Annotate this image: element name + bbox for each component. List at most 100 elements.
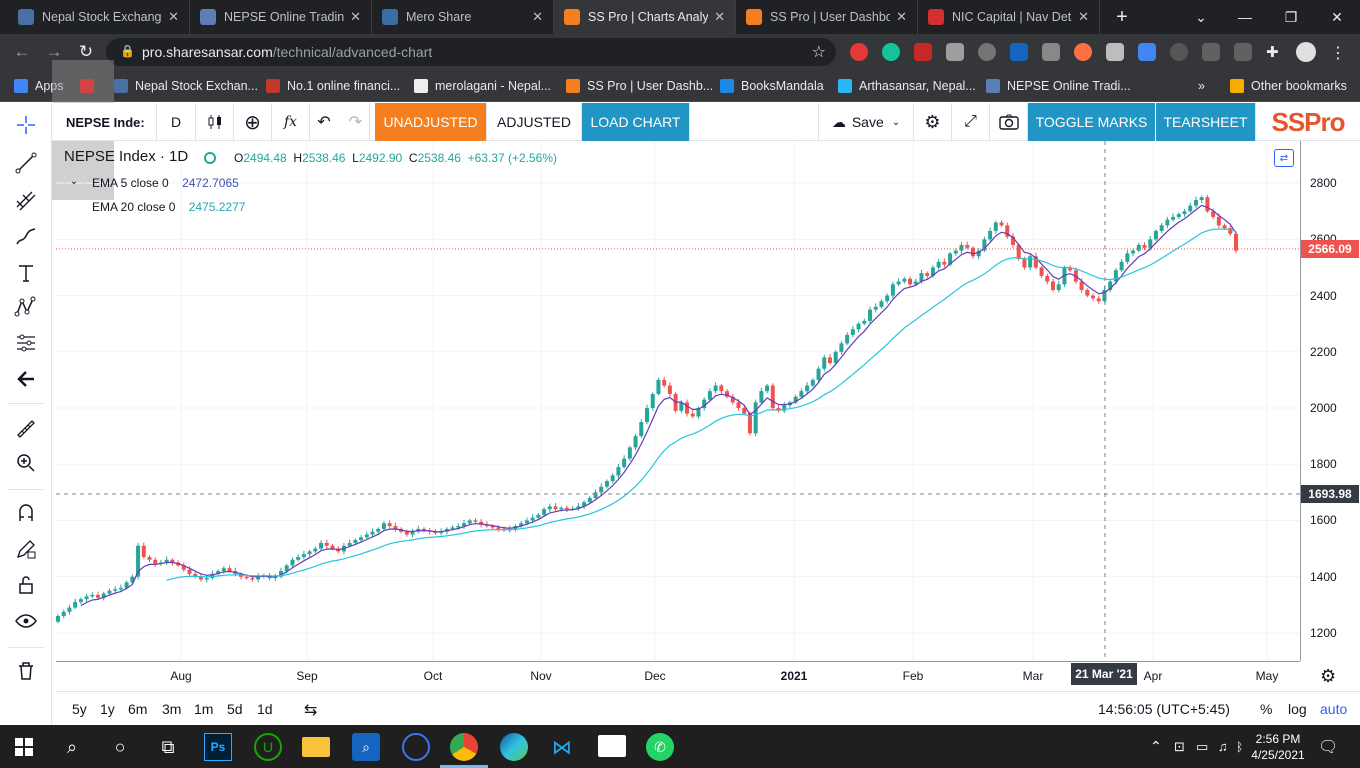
tray-language-icon[interactable]: ᛒ [1236, 739, 1244, 754]
browser-tab[interactable]: NEPSE Online Trading ✕ [190, 0, 372, 34]
tray-chevron-icon[interactable]: ⌃ [1150, 738, 1162, 754]
tray-display-icon[interactable]: ▭ [1196, 738, 1209, 754]
percent-toggle[interactable]: % [1260, 701, 1273, 717]
browser-tab[interactable]: SS Pro | Charts Analysis ✕ [554, 0, 736, 34]
lock-icon[interactable] [12, 571, 40, 599]
edge-icon[interactable] [500, 733, 528, 761]
cortana-icon[interactable]: ○ [114, 736, 126, 757]
store-icon[interactable] [598, 735, 626, 757]
range-button[interactable]: 1y [100, 701, 115, 717]
extension-dark-icon[interactable] [1170, 43, 1188, 61]
log-toggle[interactable]: log [1288, 701, 1307, 717]
tab-close-icon[interactable]: ✕ [714, 9, 725, 24]
redo-icon[interactable]: ↷ [342, 103, 370, 141]
url-omnibox[interactable]: 🔒 pro.sharesansar.com/technical/advanced… [106, 38, 836, 66]
range-button[interactable]: 3m [162, 701, 182, 717]
profile-avatar[interactable] [1296, 42, 1316, 62]
grammarly-icon[interactable] [882, 43, 900, 61]
task-view-icon[interactable]: ⧉ [161, 736, 175, 757]
tearsheet-button[interactable]: TEARSHEET [1156, 103, 1256, 141]
extension-n-icon[interactable] [946, 43, 964, 61]
forward-icon[interactable]: → [45, 42, 63, 61]
price-axis[interactable] [1300, 141, 1360, 661]
browser-tab[interactable]: SS Pro | User Dashboard ✕ [736, 0, 918, 34]
fullscreen-icon[interactable]: ⤢ [952, 103, 990, 141]
load-chart-button[interactable]: LOAD CHART [582, 103, 690, 141]
indicators-fx-icon[interactable]: fx [272, 103, 310, 141]
bookmark-item[interactable]: SS Pro | User Dashb... [566, 76, 713, 96]
unadjusted-button[interactable]: UNADJUSTED [375, 103, 487, 141]
range-button[interactable]: 1m [194, 701, 214, 717]
chrome-menu-icon[interactable]: ⋮ [1330, 45, 1346, 62]
chart-mode-icon[interactable]: ⇄ [1274, 149, 1294, 167]
browser-tab[interactable]: Mero Share ✕ [372, 0, 554, 34]
bookmarks-more-button[interactable]: » [1198, 79, 1205, 93]
undo-icon[interactable]: ↶ [317, 114, 331, 131]
extension-arrow-icon[interactable] [1010, 43, 1028, 61]
bookmark-item[interactable]: NEPSE Online Tradi... [986, 76, 1131, 96]
zoom-in-icon[interactable] [12, 449, 40, 477]
crosshair-tool-icon[interactable] [12, 111, 40, 139]
whatsapp-icon[interactable]: ✆ [646, 733, 674, 761]
minimize-icon[interactable]: — [1238, 9, 1252, 25]
browser-tab[interactable]: Nepal Stock Exchange ✕ [8, 0, 190, 34]
fib-tool-icon[interactable] [12, 187, 40, 215]
trendline-tool-icon[interactable] [12, 149, 40, 177]
bookmark-item[interactable] [80, 76, 101, 96]
bookmark-item[interactable]: BooksMandala [720, 76, 824, 96]
bookmark-item[interactable]: Nepal Stock Exchan... [114, 76, 258, 96]
tab-close-icon[interactable]: ✕ [896, 9, 907, 24]
extensions-puzzle-icon[interactable]: ✚ [1266, 44, 1279, 61]
price-chart[interactable] [56, 141, 1300, 661]
range-button[interactable]: 5y [72, 701, 87, 717]
ema5-legend[interactable]: EMA 5 close 0 2472.7065 [92, 176, 239, 190]
save-button[interactable]: ☁ Save ⌄ [818, 103, 914, 141]
brush-tool-icon[interactable] [12, 223, 40, 251]
trash-icon[interactable] [12, 657, 40, 685]
file-explorer-icon[interactable] [302, 737, 330, 757]
compare-add-icon[interactable]: ⊕ [234, 103, 272, 141]
axis-settings-gear-icon[interactable]: ⚙ [1320, 666, 1337, 686]
search-icon[interactable]: ⌕ [66, 736, 78, 757]
tab-close-icon[interactable]: ✕ [168, 9, 179, 24]
ema20-legend[interactable]: EMA 20 close 0 2475.2277 [92, 200, 245, 214]
photoshop-icon[interactable]: Ps [204, 733, 232, 761]
windows-start-icon[interactable] [10, 733, 38, 761]
notifications-icon[interactable]: 🗨 [1318, 738, 1339, 756]
tab-close-icon[interactable]: ✕ [1078, 9, 1089, 24]
goto-date-icon[interactable]: ⇆ [304, 702, 318, 719]
taskbar-clock[interactable]: 2:56 PM 4/25/2021 [1248, 725, 1308, 768]
extension-gray-icon[interactable] [1042, 43, 1060, 61]
bookmark-item[interactable]: Arthasansar, Nepal... [838, 76, 976, 96]
chart-type-candles-icon[interactable] [196, 103, 234, 141]
browser-tab[interactable]: NIC Capital | Nav Details ✕ [918, 0, 1100, 34]
range-button[interactable]: 6m [128, 701, 148, 717]
magnet-icon[interactable] [12, 499, 40, 527]
symbol-search-input[interactable]: NEPSE Inde: [66, 114, 145, 130]
extension-red-icon[interactable] [850, 43, 868, 61]
new-tab-icon[interactable]: + [1116, 5, 1128, 28]
arrow-back-icon[interactable] [12, 365, 40, 393]
back-icon[interactable]: ← [13, 42, 31, 61]
range-button[interactable]: 5d [227, 701, 243, 717]
pattern-tool-icon[interactable] [12, 293, 40, 321]
bookmark-item[interactable]: No.1 online financi... [266, 76, 400, 96]
chrome-taskbar-icon[interactable] [450, 733, 478, 761]
bookmark-star-icon[interactable]: ☆ [811, 44, 826, 61]
upwork-icon[interactable]: U [254, 733, 282, 761]
toggle-marks-button[interactable]: TOGGLE MARKS [1028, 103, 1156, 141]
restore-icon[interactable]: ❐ [1284, 8, 1298, 25]
camera-icon[interactable] [990, 103, 1028, 141]
tab-search-icon[interactable]: ⌄ [1195, 8, 1207, 25]
close-window-icon[interactable]: ✕ [1331, 8, 1343, 25]
settings-gear-icon[interactable]: ⚙ [914, 103, 952, 141]
extension-bike-icon[interactable] [978, 43, 996, 61]
legend-symbol[interactable]: NEPSE Index · 1D [64, 148, 189, 165]
extension-orange-icon[interactable] [1074, 43, 1092, 61]
auto-toggle[interactable]: auto [1320, 701, 1348, 717]
bookmark-item[interactable]: merolagani - Nepal... [414, 76, 551, 96]
tray-network-icon[interactable]: ⊡ [1174, 738, 1185, 754]
collapse-legend-chevron-icon[interactable]: ⌄ [64, 172, 84, 190]
reload-icon[interactable]: ↻ [78, 42, 94, 61]
lock-drawings-pencil-icon[interactable] [12, 535, 40, 563]
